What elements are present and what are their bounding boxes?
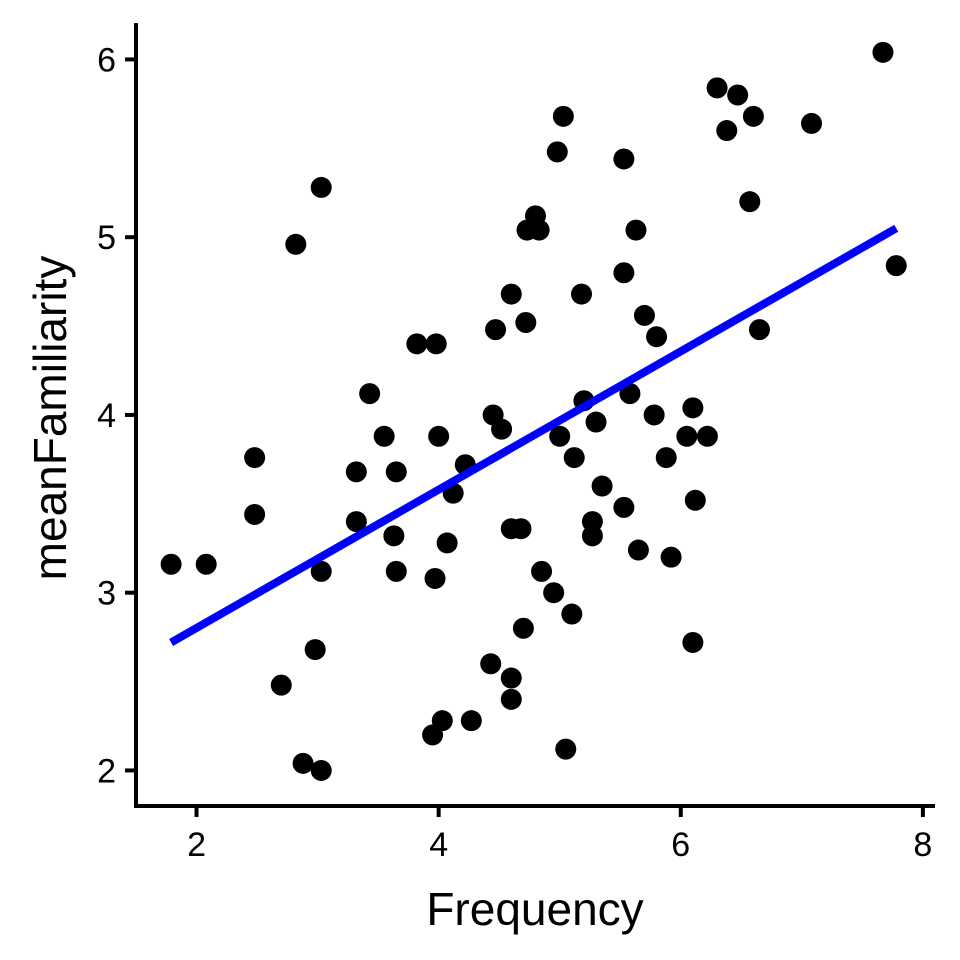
- data-point: [727, 84, 749, 106]
- data-point: [373, 425, 395, 447]
- y-tick-label: 2: [97, 752, 116, 790]
- data-point: [696, 425, 718, 447]
- data-point: [292, 752, 314, 774]
- y-tick-label: 5: [97, 219, 116, 257]
- data-point: [310, 560, 332, 582]
- data-point: [627, 539, 649, 561]
- data-point: [591, 475, 613, 497]
- data-point: [436, 532, 458, 554]
- data-point: [431, 710, 453, 732]
- x-tick-label: 6: [671, 826, 690, 864]
- data-point: [345, 461, 367, 483]
- data-point: [383, 525, 405, 547]
- data-point: [585, 411, 607, 433]
- data-point: [345, 511, 367, 533]
- data-point: [885, 255, 907, 277]
- data-point: [660, 546, 682, 568]
- data-point: [682, 397, 704, 419]
- data-point: [561, 603, 583, 625]
- data-point: [500, 688, 522, 710]
- data-point: [510, 518, 532, 540]
- data-point: [613, 262, 635, 284]
- data-point: [872, 41, 894, 63]
- data-point: [425, 333, 447, 355]
- y-axis-title: meanFamiliarity: [24, 256, 76, 581]
- data-point: [563, 447, 585, 469]
- data-point: [619, 383, 641, 405]
- data-point: [428, 425, 450, 447]
- y-tick-label: 4: [97, 397, 116, 435]
- x-tick-label: 4: [429, 826, 448, 864]
- data-point: [285, 233, 307, 255]
- data-point: [739, 191, 761, 213]
- data-point: [512, 617, 534, 639]
- data-point: [742, 105, 764, 127]
- data-point: [682, 631, 704, 653]
- data-point: [716, 120, 738, 142]
- data-point: [500, 283, 522, 305]
- data-point: [543, 582, 565, 604]
- axes: [134, 23, 935, 808]
- data-point: [491, 418, 513, 440]
- data-point: [706, 77, 728, 99]
- data-point: [195, 553, 217, 575]
- data-point: [485, 319, 507, 341]
- y-tick-label: 3: [97, 575, 116, 613]
- data-point: [571, 283, 593, 305]
- data-point: [684, 489, 706, 511]
- data-point: [549, 425, 571, 447]
- data-point: [643, 404, 665, 426]
- data-point: [748, 319, 770, 341]
- regression-line: [169, 224, 899, 646]
- data-point: [359, 383, 381, 405]
- data-point: [655, 447, 677, 469]
- x-axis-title: Frequency: [426, 883, 643, 935]
- data-point: [460, 710, 482, 732]
- data-point: [581, 525, 603, 547]
- data-point: [613, 148, 635, 170]
- data-point: [160, 553, 182, 575]
- data-point: [310, 176, 332, 198]
- data-point: [406, 333, 428, 355]
- data-point: [244, 503, 266, 525]
- data-point: [633, 304, 655, 326]
- data-point: [244, 447, 266, 469]
- x-axis-ticks: 2 4 6 8: [187, 806, 932, 864]
- x-tick-label: 8: [913, 826, 932, 864]
- data-point: [613, 496, 635, 518]
- data-point: [528, 219, 550, 241]
- data-point: [310, 759, 332, 781]
- y-tick-label: 6: [97, 41, 116, 79]
- data-point: [531, 560, 553, 582]
- data-point: [676, 425, 698, 447]
- data-point: [801, 112, 823, 134]
- x-tick-label: 2: [187, 826, 206, 864]
- regression-line-layer: [169, 224, 899, 646]
- data-point: [515, 312, 537, 334]
- data-point: [480, 653, 502, 675]
- data-point: [646, 326, 668, 348]
- data-point: [424, 567, 446, 589]
- data-point: [552, 105, 574, 127]
- data-point: [270, 674, 292, 696]
- data-points: [160, 41, 907, 781]
- data-point: [555, 738, 577, 760]
- data-point: [385, 560, 407, 582]
- data-point: [385, 461, 407, 483]
- data-point: [546, 141, 568, 163]
- data-point: [500, 667, 522, 689]
- y-axis-ticks: 2 3 4 5 6: [97, 41, 136, 790]
- data-point: [625, 219, 647, 241]
- data-point: [304, 639, 326, 661]
